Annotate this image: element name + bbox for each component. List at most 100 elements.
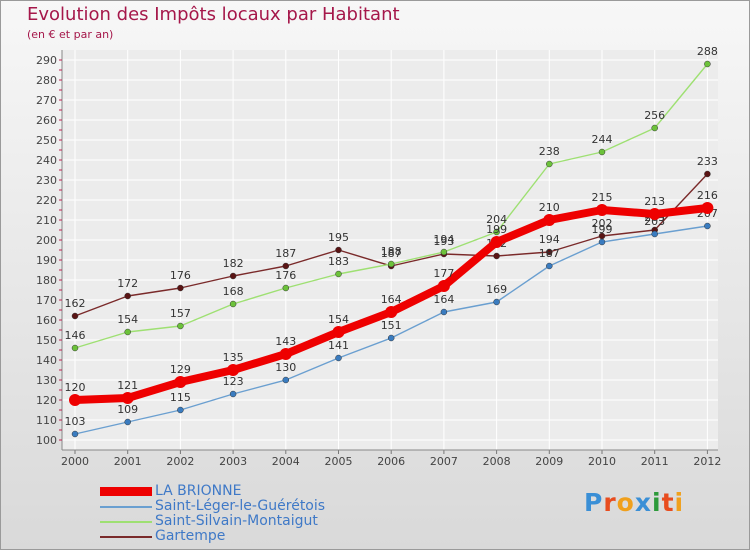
data-label: 121 [117,379,138,392]
data-point [174,376,187,388]
data-label: 256 [644,109,665,122]
data-label: 130 [275,361,296,374]
data-point [282,376,290,384]
data-point [648,208,661,220]
data-label: 154 [328,313,349,326]
legend-label: LA BRIONNE [155,483,242,499]
data-point [71,312,79,320]
data-label: 216 [697,189,718,202]
x-tick-label: 2004 [272,455,300,468]
legend-swatch [100,521,152,523]
logo-letter: x [634,488,652,517]
data-label: 199 [486,223,507,236]
x-tick-label: 2012 [693,455,721,468]
data-label: 169 [486,283,507,296]
data-label: 288 [697,45,718,58]
y-tick-label: 270 [36,94,57,107]
y-tick-label: 100 [36,434,57,447]
data-label: 204 [486,213,507,226]
chart-subtitle: (en € et par an) [27,28,114,41]
data-point [71,430,79,438]
data-point [543,214,556,226]
data-point [546,262,553,270]
data-label: 129 [170,363,191,376]
data-point [546,160,553,168]
x-tick-label: 2003 [219,455,247,468]
data-point [440,248,448,256]
logo-letter: t [661,488,675,517]
y-tick-label: 240 [36,154,57,167]
data-point [124,292,131,300]
data-point [704,170,711,178]
data-point [229,390,237,398]
data-label: 182 [223,257,244,270]
data-point [704,60,711,68]
data-label: 187 [539,247,560,260]
data-point [493,252,500,260]
y-tick-label: 170 [36,294,57,307]
data-label: 194 [539,233,560,246]
y-tick-label: 120 [36,394,57,407]
data-point [385,306,398,318]
data-point [704,222,711,230]
legend-swatch [100,536,152,538]
data-label: 168 [223,285,244,298]
data-point [335,354,342,362]
data-point [177,284,184,292]
data-label: 120 [65,381,86,394]
y-tick-label: 290 [36,54,57,67]
data-point [651,230,658,238]
proxiti-logo: Proxiti [584,488,684,517]
y-tick-label: 260 [36,114,57,127]
data-label: 164 [381,293,402,306]
data-point [493,228,500,236]
data-label: 244 [592,133,613,146]
data-label: 115 [170,391,191,404]
data-point [332,326,345,338]
data-label: 162 [65,297,86,310]
data-label: 210 [539,201,560,214]
data-label: 233 [697,155,718,168]
x-tick-label: 2006 [377,455,405,468]
data-label: 215 [592,191,613,204]
data-label: 202 [592,217,613,230]
data-label: 154 [117,313,138,326]
logo-letter: o [616,488,635,517]
data-label: 176 [275,269,296,282]
y-tick-label: 230 [36,174,57,187]
data-label: 103 [65,415,86,428]
x-tick-label: 2007 [430,455,458,468]
data-point [282,284,290,292]
data-point [596,204,608,216]
data-label: 157 [170,307,191,320]
y-tick-label: 190 [36,254,57,267]
data-point [440,308,448,316]
y-tick-label: 110 [36,414,57,427]
data-point [71,344,79,352]
legend-label: Saint-Léger-le-Guérétois [155,498,326,514]
data-point [437,280,450,292]
logo-letter: P [584,488,604,517]
data-label: 164 [433,293,454,306]
data-label: 195 [328,231,349,244]
data-point [387,260,395,268]
data-label: 151 [381,319,402,332]
logo-letter: i [674,488,685,517]
data-label: 213 [644,195,665,208]
data-point [335,246,342,254]
data-point [229,272,237,280]
y-tick-label: 150 [36,334,57,347]
y-tick-label: 160 [36,314,57,327]
data-label: 109 [117,403,138,416]
logo-letter: i [652,488,662,517]
legend-swatch [100,487,152,496]
data-label: 203 [644,215,665,228]
data-point [335,270,342,278]
data-point [227,364,240,376]
data-point [124,418,131,426]
data-point [177,406,184,414]
data-point [490,236,503,248]
data-label: 141 [328,339,349,352]
data-point [598,148,606,156]
